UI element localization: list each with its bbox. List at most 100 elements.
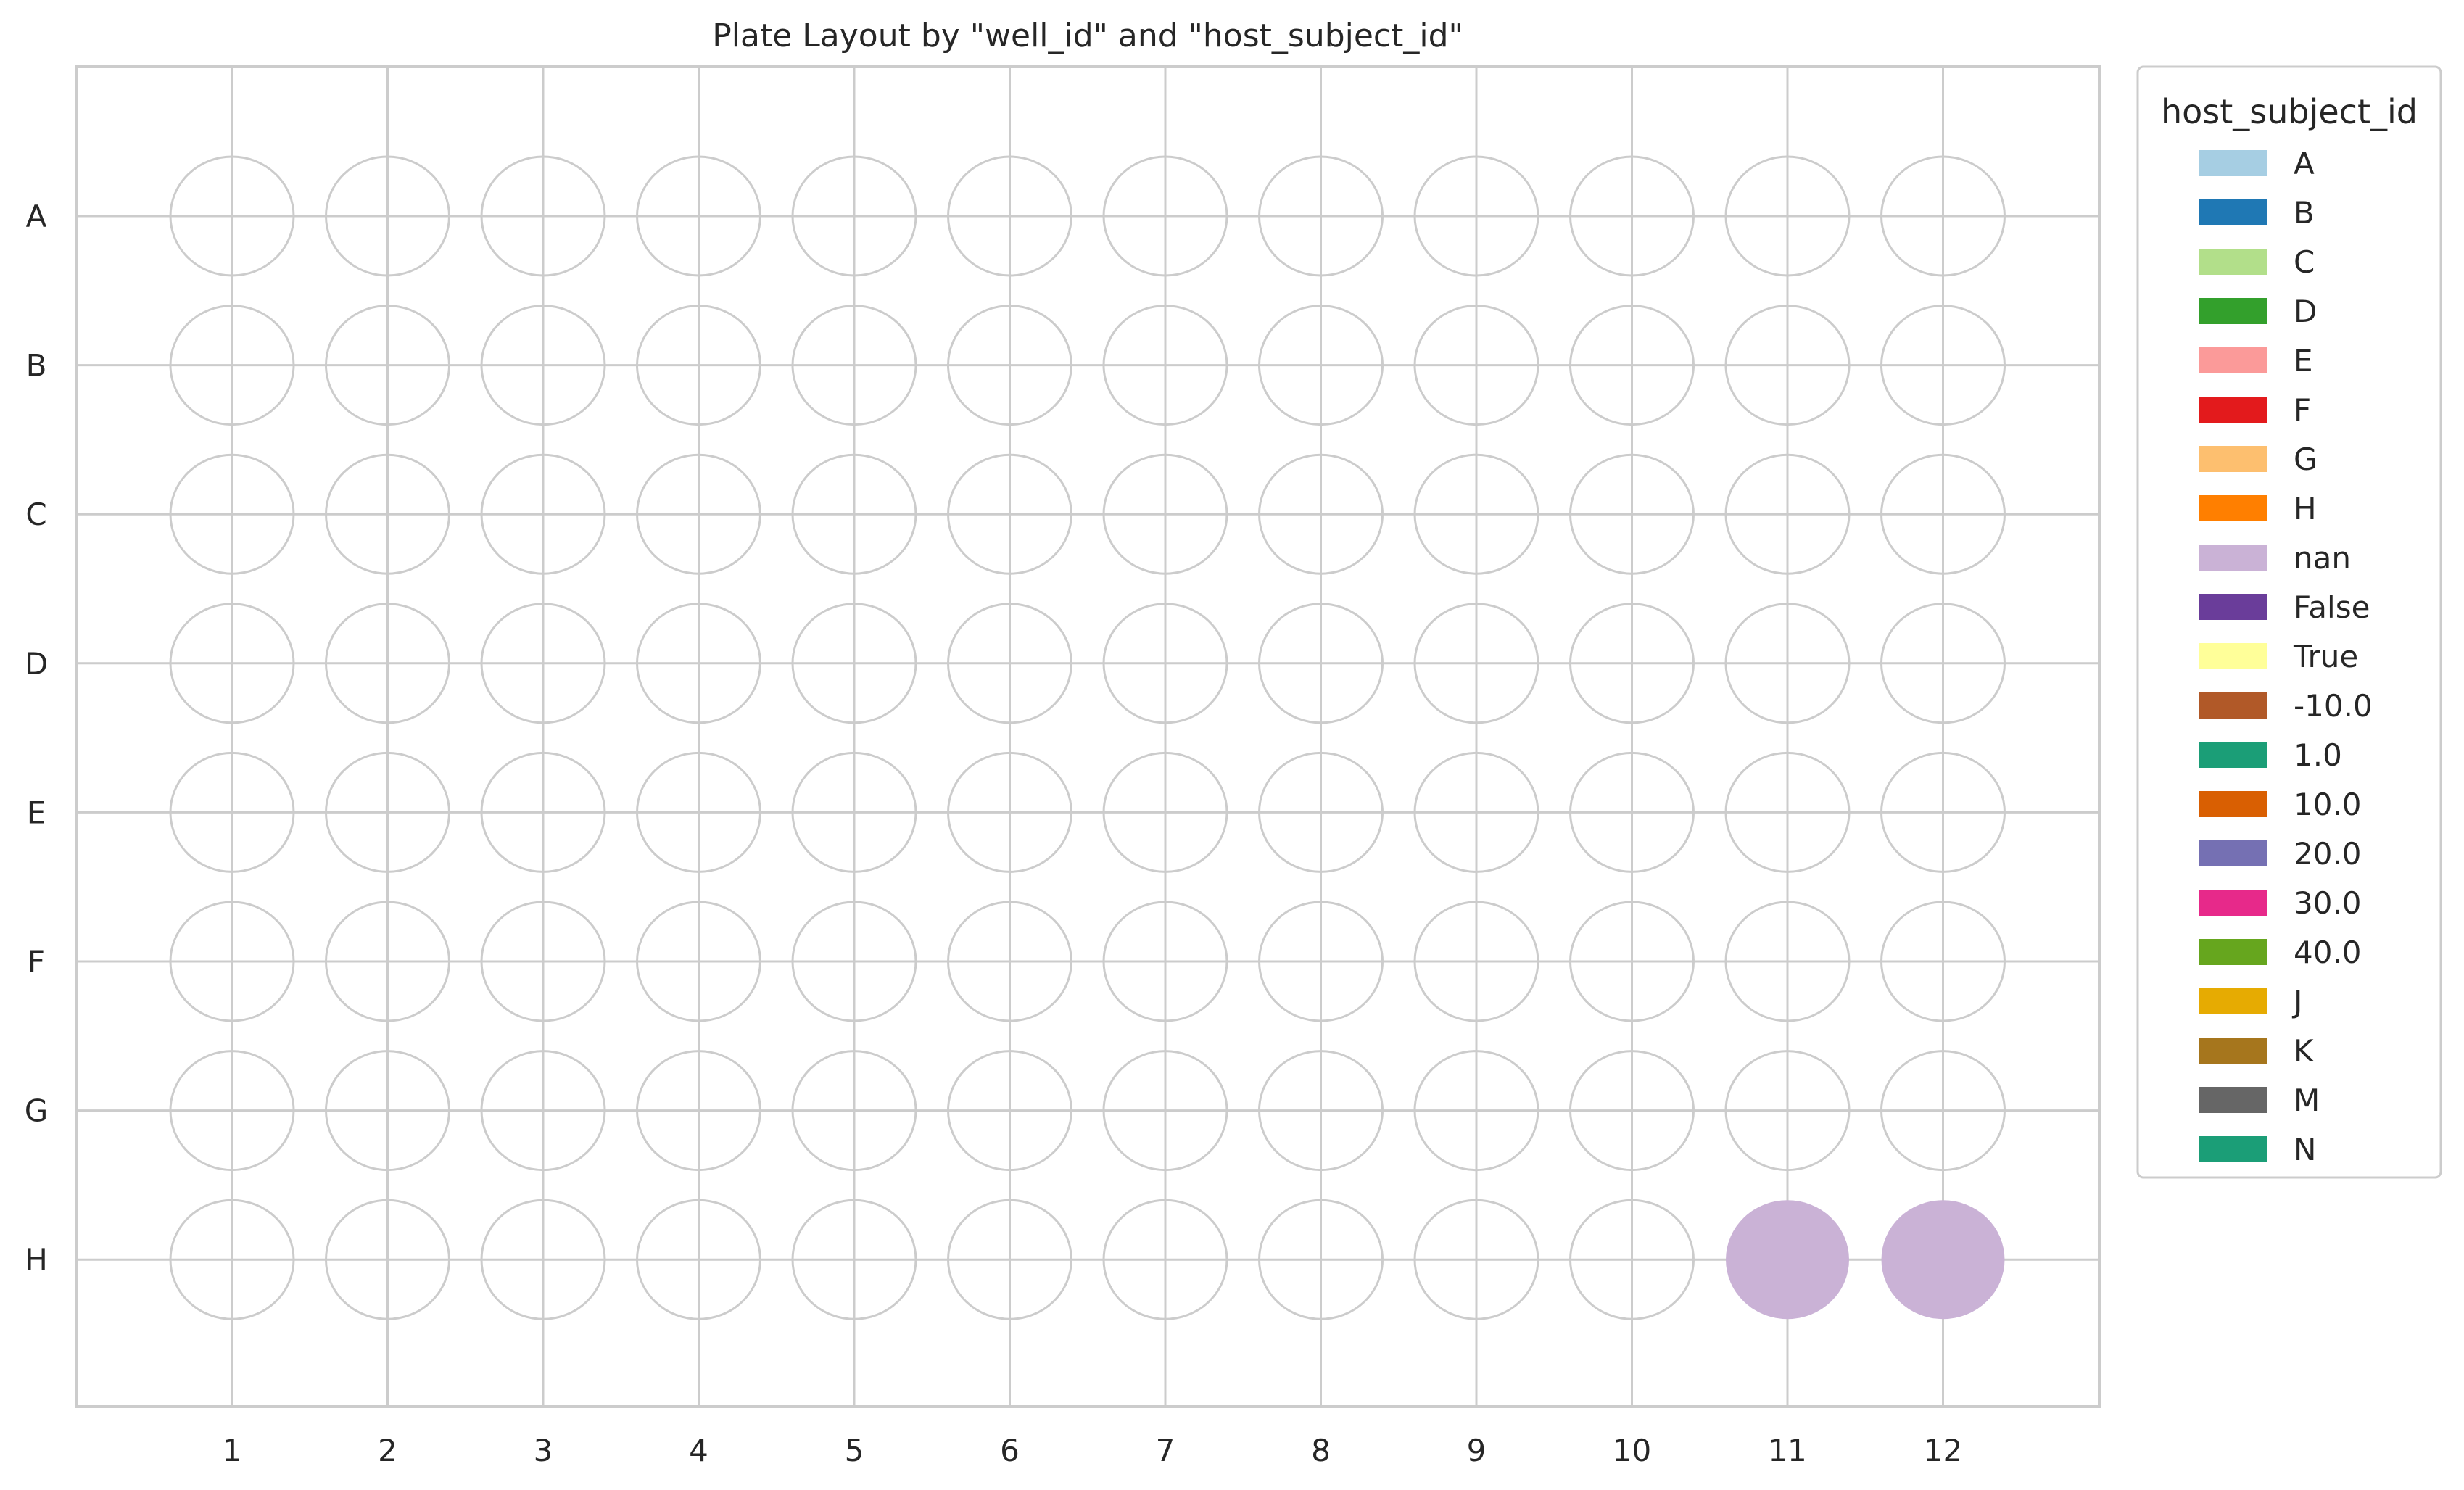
legend-swatch-4 xyxy=(2199,347,2267,373)
well-C-10 xyxy=(1569,453,1695,575)
x-tick-2: 2 xyxy=(378,1433,397,1468)
well-B-5 xyxy=(791,305,917,426)
y-tick-E: E xyxy=(27,795,46,830)
y-tick-D: D xyxy=(25,646,48,682)
well-D-12 xyxy=(1880,603,2006,724)
well-H-4 xyxy=(636,1199,761,1320)
well-H-8 xyxy=(1258,1199,1384,1320)
legend-label-14: 20.0 xyxy=(2294,836,2362,872)
well-D-6 xyxy=(947,603,1072,724)
well-B-7 xyxy=(1102,305,1228,426)
well-G-1 xyxy=(169,1050,295,1172)
well-G-10 xyxy=(1569,1050,1695,1172)
well-G-9 xyxy=(1413,1050,1539,1172)
well-F-8 xyxy=(1258,901,1384,1022)
legend-swatch-19 xyxy=(2199,1087,2267,1113)
well-B-4 xyxy=(636,305,761,426)
well-C-7 xyxy=(1102,453,1228,575)
legend-swatch-20 xyxy=(2199,1136,2267,1162)
x-tick-9: 9 xyxy=(1467,1433,1487,1468)
x-tick-5: 5 xyxy=(845,1433,864,1468)
well-H-12 xyxy=(1881,1200,2005,1320)
well-D-3 xyxy=(480,603,606,724)
well-F-12 xyxy=(1880,901,2006,1022)
well-A-1 xyxy=(169,155,295,277)
well-F-5 xyxy=(791,901,917,1022)
well-B-12 xyxy=(1880,305,2006,426)
wells xyxy=(169,155,2006,1320)
well-C-4 xyxy=(636,453,761,575)
well-B-9 xyxy=(1413,305,1539,426)
well-A-11 xyxy=(1724,155,1851,277)
well-C-12 xyxy=(1880,453,2006,575)
well-B-8 xyxy=(1258,305,1384,426)
y-tick-C: C xyxy=(25,497,46,532)
legend-swatch-8 xyxy=(2199,545,2267,571)
well-D-1 xyxy=(169,603,295,724)
legend-label-13: 10.0 xyxy=(2294,787,2362,822)
well-C-9 xyxy=(1413,453,1539,575)
legend-swatch-12 xyxy=(2199,742,2267,768)
legend-title: host_subject_id xyxy=(2161,92,2418,131)
well-A-10 xyxy=(1569,155,1695,277)
x-axis-ticks: 1 2 3 4 5 6 7 8 9 10 11 12 xyxy=(223,1433,1963,1468)
legend-label-11: -10.0 xyxy=(2294,688,2373,724)
x-tick-10: 10 xyxy=(1613,1433,1651,1468)
well-B-2 xyxy=(325,305,450,426)
legend-swatch-17 xyxy=(2199,988,2267,1014)
legend-label-19: M xyxy=(2294,1083,2320,1118)
legend-label-3: D xyxy=(2294,294,2317,329)
well-D-2 xyxy=(325,603,450,724)
well-F-6 xyxy=(947,901,1072,1022)
well-E-6 xyxy=(947,751,1072,873)
y-axis-ticks: A B C D E F G H xyxy=(25,199,49,1278)
well-H-1 xyxy=(169,1199,295,1320)
legend-label-8: nan xyxy=(2294,540,2351,576)
well-B-11 xyxy=(1724,305,1851,426)
well-E-2 xyxy=(325,751,450,873)
well-D-9 xyxy=(1413,603,1539,724)
legend-swatch-1 xyxy=(2199,199,2267,225)
well-E-7 xyxy=(1102,751,1228,873)
well-H-2 xyxy=(325,1199,450,1320)
x-tick-3: 3 xyxy=(534,1433,553,1468)
well-D-11 xyxy=(1724,603,1851,724)
legend-label-2: C xyxy=(2294,244,2315,280)
legend-swatch-7 xyxy=(2199,495,2267,521)
well-C-5 xyxy=(791,453,917,575)
well-C-11 xyxy=(1724,453,1851,575)
well-A-4 xyxy=(636,155,761,277)
well-G-11 xyxy=(1724,1050,1851,1172)
y-tick-G: G xyxy=(25,1093,49,1129)
legend-swatch-2 xyxy=(2199,249,2267,275)
y-tick-A: A xyxy=(26,199,47,234)
well-D-7 xyxy=(1102,603,1228,724)
well-E-10 xyxy=(1569,751,1695,873)
well-G-8 xyxy=(1258,1050,1384,1172)
legend-swatch-3 xyxy=(2199,298,2267,324)
well-D-4 xyxy=(636,603,761,724)
well-C-6 xyxy=(947,453,1072,575)
well-E-5 xyxy=(791,751,917,873)
legend-label-1: B xyxy=(2294,195,2315,231)
well-E-3 xyxy=(480,751,606,873)
well-F-1 xyxy=(169,901,295,1022)
legend-swatch-18 xyxy=(2199,1038,2267,1064)
well-B-3 xyxy=(480,305,606,426)
well-E-1 xyxy=(169,751,295,873)
legend-label-16: 40.0 xyxy=(2294,935,2362,970)
well-F-4 xyxy=(636,901,761,1022)
well-H-6 xyxy=(947,1199,1072,1320)
well-H-10 xyxy=(1569,1199,1695,1320)
legend-label-10: True xyxy=(2293,639,2358,674)
legend-swatch-9 xyxy=(2199,594,2267,620)
well-E-12 xyxy=(1880,751,2006,873)
x-tick-6: 6 xyxy=(1000,1433,1020,1468)
y-tick-H: H xyxy=(25,1242,48,1278)
well-F-11 xyxy=(1724,901,1851,1022)
legend-swatch-11 xyxy=(2199,692,2267,719)
well-A-8 xyxy=(1258,155,1384,277)
